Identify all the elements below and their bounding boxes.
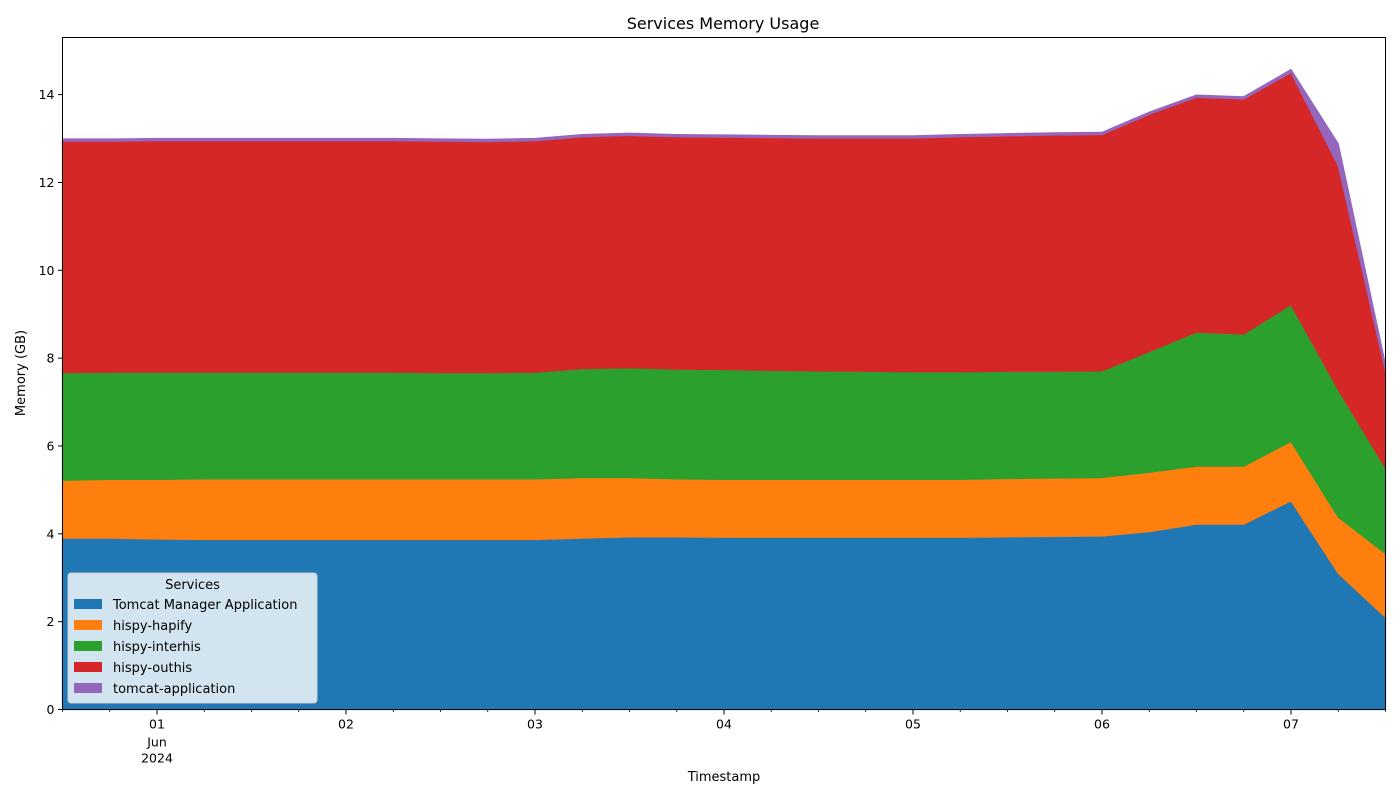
y-tick-label: 12 <box>39 175 55 190</box>
legend-swatch <box>74 599 102 609</box>
legend-title: Services <box>165 578 220 593</box>
x-tick-label: 07 <box>1283 717 1299 732</box>
x-tick-sublabel: Jun <box>146 735 167 750</box>
y-axis: 0 2 4 6 8 10 12 14 <box>39 87 63 717</box>
chart-title: Services Memory Usage <box>627 14 820 33</box>
legend-box <box>67 572 318 704</box>
legend-label: hispy-hapify <box>113 619 192 634</box>
legend: Services Tomcat Manager Application hispy-… <box>67 572 318 704</box>
legend-swatch <box>74 683 102 693</box>
area-layer <box>61 68 1387 711</box>
x-axis-title: Timestamp <box>687 770 761 785</box>
y-tick-label: 0 <box>47 702 55 717</box>
x-tick-label: 04 <box>716 717 732 732</box>
x-tick-label: 01 <box>149 717 165 732</box>
legend-label: hispy-outhis <box>113 661 192 676</box>
x-tick-label: 02 <box>338 717 354 732</box>
y-tick-label: 8 <box>47 351 55 366</box>
y-tick-label: 14 <box>39 87 55 102</box>
y-axis-title: Memory (GB) <box>14 330 29 416</box>
legend-swatch <box>74 620 102 630</box>
x-tick-label: 03 <box>527 717 543 732</box>
legend-swatch <box>74 662 102 672</box>
y-tick-label: 2 <box>47 614 55 629</box>
legend-label: Tomcat Manager Application <box>112 598 297 613</box>
y-tick-label: 10 <box>39 263 55 278</box>
y-tick-label: 4 <box>47 526 55 541</box>
legend-label: hispy-interhis <box>113 640 201 655</box>
x-tick-sublabel: 2024 <box>141 751 173 766</box>
x-tick-label: 06 <box>1094 717 1110 732</box>
legend-label: tomcat-application <box>113 682 235 697</box>
legend-swatch <box>74 641 102 651</box>
y-tick-label: 6 <box>47 438 55 453</box>
x-tick-label: 05 <box>905 717 921 732</box>
